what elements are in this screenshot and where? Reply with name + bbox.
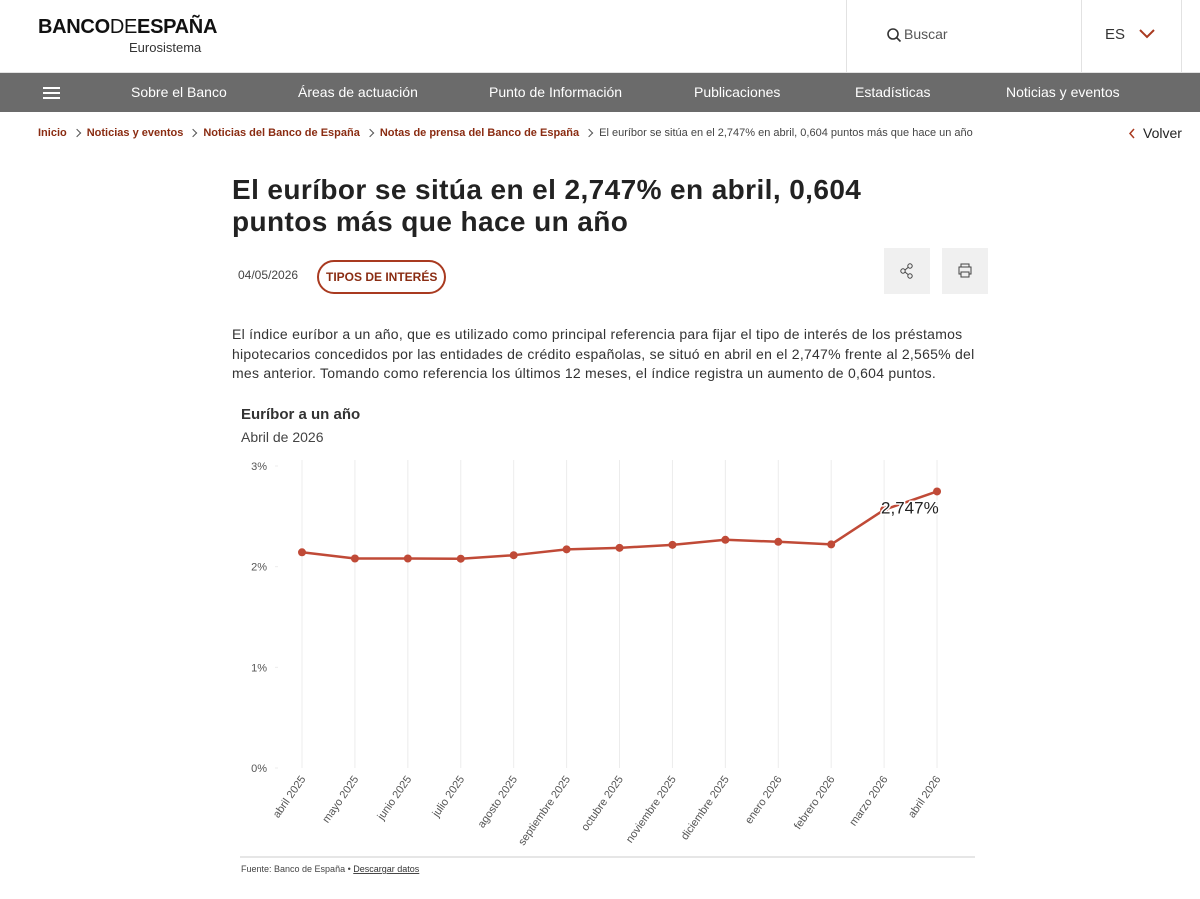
x-tick-label: junio 2025 — [375, 774, 415, 823]
logo-subtitle: Eurosistema — [129, 40, 202, 55]
x-tick-label: febrero 2026 — [792, 774, 838, 832]
nav-item[interactable]: Noticias y eventos — [1006, 84, 1120, 100]
separator — [1081, 0, 1082, 73]
point — [298, 548, 306, 557]
x-tick-label: octubre 2025 — [579, 774, 626, 833]
nav-bar: Sobre el Banco Áreas de actuación Punto de… — [0, 73, 1200, 112]
breadcrumb: El euríbor se sitúa en el 2,747% en abri… — [599, 127, 973, 139]
y-tick-label: 3% — [251, 461, 267, 473]
data-label: 2,747% — [881, 498, 939, 517]
point — [350, 554, 359, 563]
share-icon — [900, 263, 913, 279]
print-button[interactable] — [942, 248, 988, 294]
chart-subtitle: Abril de 2026 — [241, 429, 324, 445]
logo-part: BANCO — [38, 16, 110, 38]
article-date: 04/05/2026 — [238, 268, 299, 282]
point — [933, 487, 942, 496]
breadcrumb[interactable]: Noticias y eventos — [86, 127, 184, 139]
article-title: El euríbor se sitúa en el 2,747% en abri… — [232, 174, 862, 237]
x-tick-label: diciembre 2025 — [679, 774, 732, 842]
language[interactable]: ES — [1105, 26, 1126, 43]
chart: Euríbor a un año Abril de 2026 Fuente: B… — [240, 406, 975, 874]
x-tick-label: abril 2025 — [271, 774, 309, 820]
tag[interactable]: TIPOS DE INTERÉS — [317, 260, 447, 294]
separator — [846, 0, 847, 73]
point — [880, 505, 889, 514]
breadcrumb[interactable]: Noticias del Banco de España — [203, 127, 360, 139]
search[interactable]: Buscar — [904, 26, 948, 42]
back-link[interactable]: Volver — [1143, 125, 1182, 141]
search-icon[interactable] — [886, 27, 902, 43]
y-tick-label: 2% — [251, 562, 267, 574]
x-tick-label: noviembre 2025 — [624, 774, 679, 846]
x-tick-label: abril 2026 — [906, 774, 944, 820]
chart-title: Euríbor a un año — [241, 406, 360, 423]
point — [774, 537, 783, 546]
breadcrumb[interactable]: Inicio — [38, 127, 67, 139]
point — [721, 535, 730, 544]
nav-item[interactable]: Publicaciones — [694, 84, 781, 100]
breadcrumbs: Inicio Noticias y eventos Noticias del Ban… — [38, 127, 993, 139]
logo[interactable]: BANCODEESPAÑA — [38, 16, 217, 39]
x-tick-label: marzo 2026 — [847, 774, 890, 828]
point — [456, 554, 465, 563]
x-tick-label: septiembre 2025 — [516, 774, 573, 848]
nav-item[interactable]: Estadísticas — [855, 84, 931, 100]
nav-item[interactable]: Áreas de actuación — [298, 84, 418, 100]
logo-part: DE — [109, 16, 138, 38]
y-tick-label: 1% — [251, 662, 267, 674]
point — [615, 543, 624, 552]
nav-item[interactable]: Sobre el Banco — [131, 84, 227, 100]
header: BANCODEESPAÑA Eurosistema Buscar ES — [0, 0, 1200, 73]
nav-item[interactable]: Punto de Información — [489, 84, 623, 100]
source: Fuente: Banco de España • — [241, 864, 351, 874]
article-body: El índice euríbor a un año, que es utili… — [232, 326, 975, 381]
x-tick-label: julio 2025 — [430, 774, 467, 820]
x-tick-label: enero 2026 — [743, 774, 785, 826]
share-button[interactable] — [884, 248, 930, 294]
point — [562, 545, 571, 554]
x-tick-label: mayo 2025 — [320, 774, 361, 825]
point — [403, 554, 412, 563]
breadcrumb[interactable]: Notas de prensa del Banco de España — [379, 127, 580, 139]
menu-icon[interactable] — [43, 85, 61, 101]
chart-source: Fuente: Banco de España • Descargar dato… — [241, 864, 420, 874]
x-tick-label: agosto 2025 — [476, 774, 521, 830]
download-link[interactable]: Descargar datos — [353, 864, 420, 874]
back-chevron[interactable] — [1127, 128, 1137, 140]
separator — [1181, 0, 1182, 73]
logo-part: ESPAÑA — [137, 16, 218, 38]
point — [509, 551, 518, 560]
point — [668, 540, 677, 549]
print-icon — [958, 263, 972, 278]
y-tick-label: 0% — [251, 763, 267, 775]
language-chevron[interactable] — [1138, 28, 1156, 40]
point — [827, 540, 836, 549]
